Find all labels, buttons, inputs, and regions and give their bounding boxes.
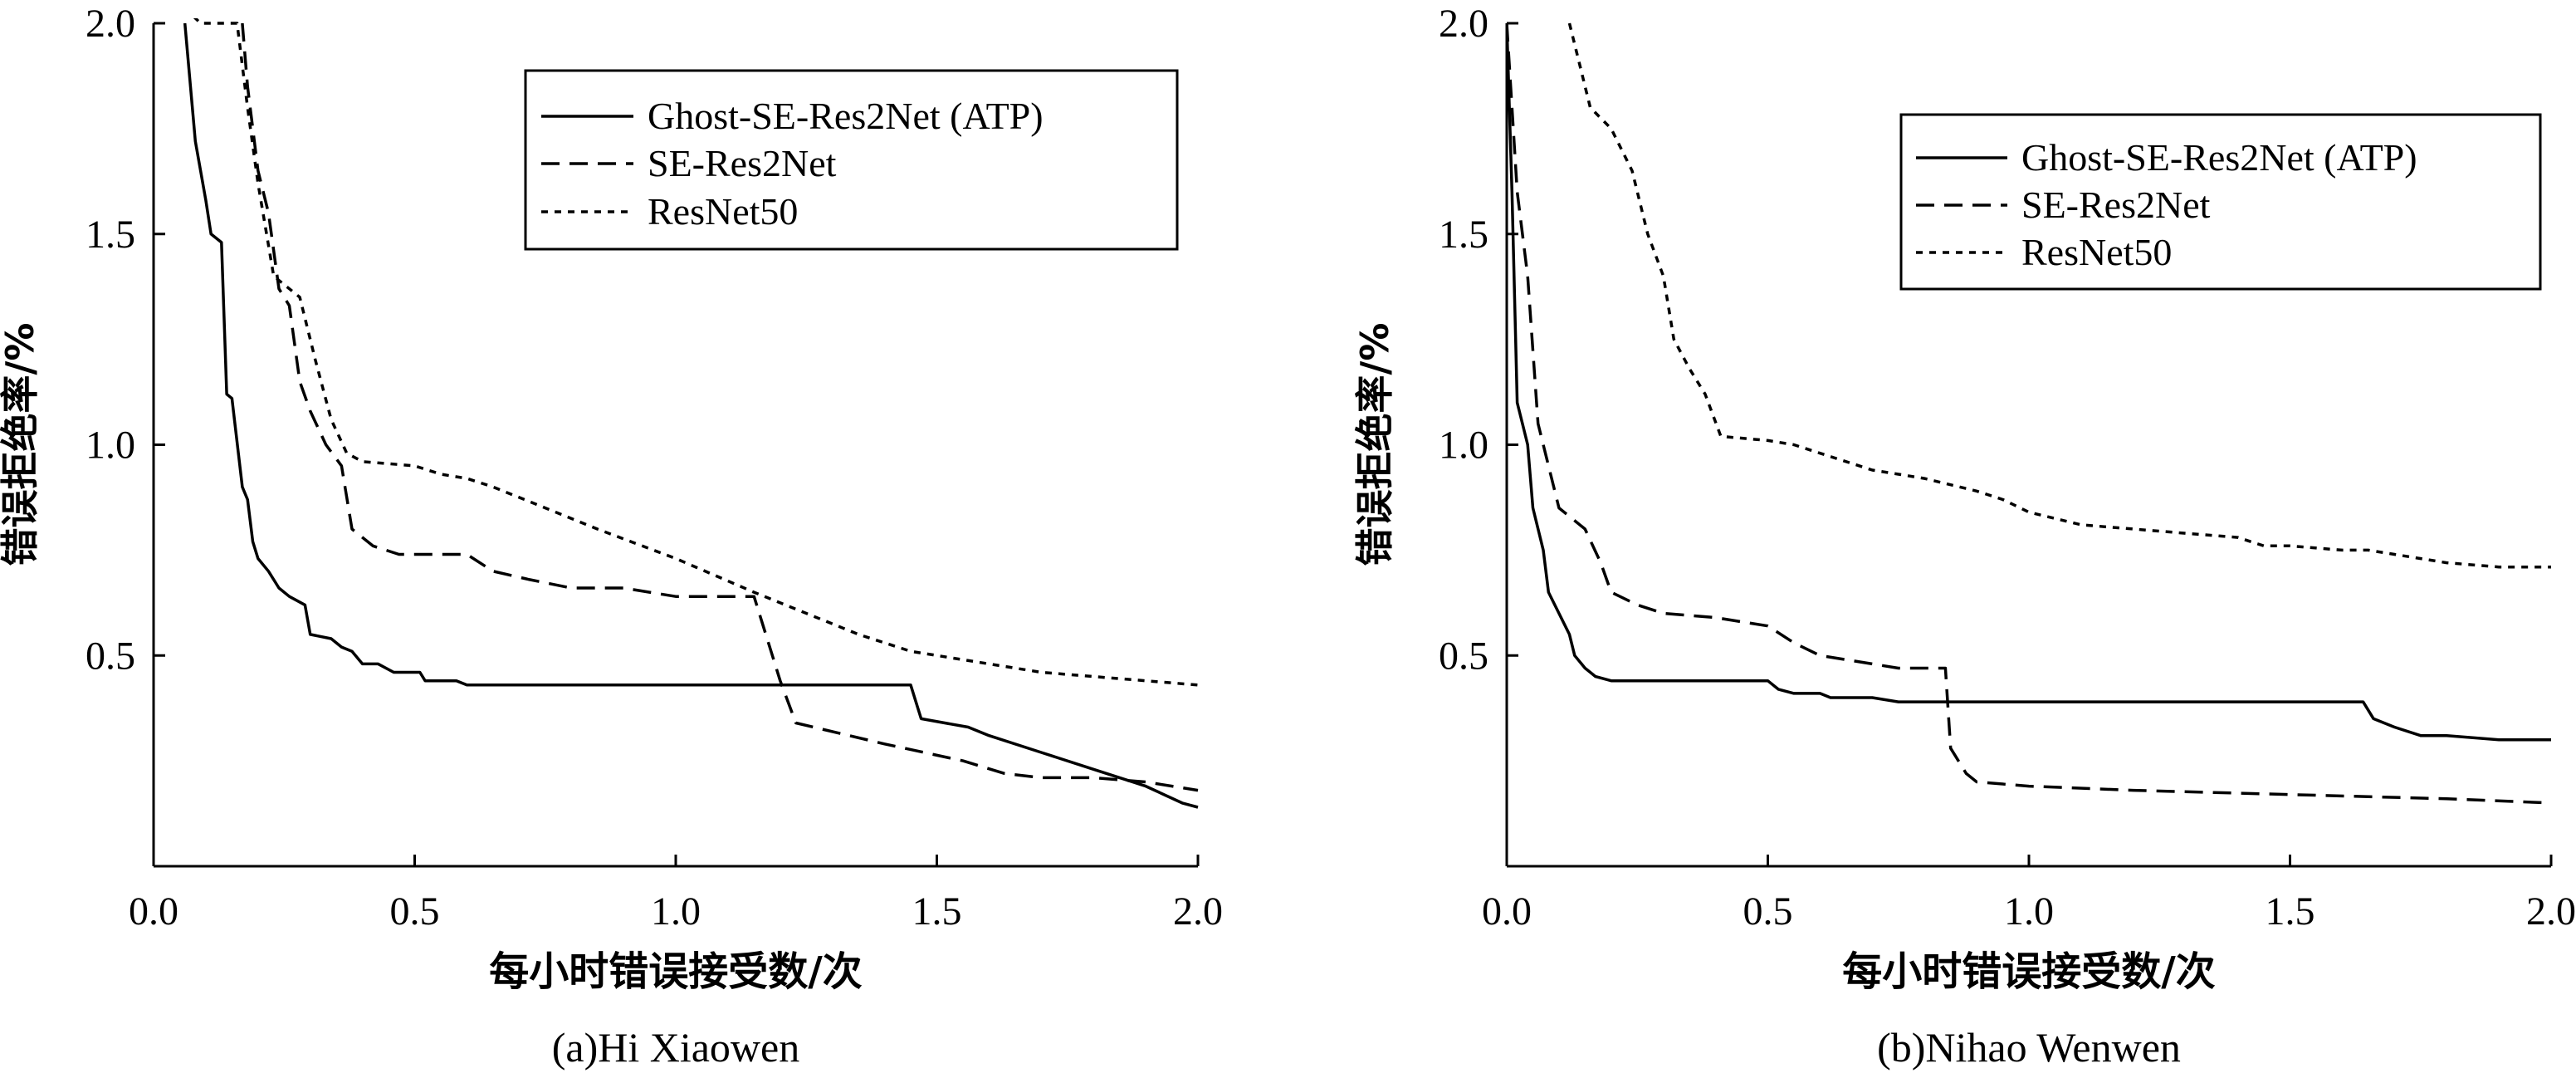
x-tick-label: 0.5 <box>390 889 440 933</box>
series-line-solid <box>1507 22 2551 742</box>
series-line-dashed <box>241 22 1199 792</box>
x-tick-label: 2.0 <box>1173 889 1223 933</box>
y-tick-label: 2.0 <box>1439 2 1488 46</box>
plot-area <box>1507 22 2552 805</box>
x-tick-label: 1.5 <box>2266 889 2315 933</box>
y-tick-label: 0.5 <box>1439 634 1488 678</box>
panel-caption: (b)Nihao Wenwen <box>1877 1024 2181 1071</box>
legend-entry-label: ResNet50 <box>2021 231 2172 273</box>
x-tick-label: 1.0 <box>651 889 701 933</box>
x-tick-label: 1.5 <box>912 889 962 933</box>
chart-panel-2: 0.0 0.5 1.0 1.5 2.0 0.5 1.0 1.5 2.0 每小时错误接受数/次 错误拒… <box>1352 2 2576 1071</box>
legend-box <box>524 69 1179 251</box>
x-tick-label: 0.5 <box>1743 889 1793 933</box>
y-tick-label: 0.5 <box>86 634 135 678</box>
y-tick-label: 1.5 <box>86 213 135 257</box>
y-tick-label: 1.0 <box>1439 424 1488 468</box>
chart-panel-1: 0.0 0.5 1.0 1.5 2.0 0.5 1.0 1.5 2.0 每小时错误接受数/次 错误拒… <box>0 2 1223 1071</box>
x-axis-title: 每小时错误接受数/次 <box>1842 948 2216 995</box>
x-axis-title: 每小时错误接受数/次 <box>489 948 863 995</box>
x-tick-label: 0.0 <box>1482 889 1532 933</box>
legend: Ghost-SE-Res2Net (ATP) SE-Res2Net ResNet50 <box>1899 113 2542 291</box>
series-line-dotted <box>1567 22 2551 569</box>
y-tick-label: 1.0 <box>86 424 135 468</box>
legend-entry-label: SE-Res2Net <box>648 142 837 184</box>
plot-area <box>183 18 1199 809</box>
y-tick-label: 1.5 <box>1439 213 1488 257</box>
y-tick-label: 2.0 <box>86 2 135 46</box>
y-axis-title: 错误拒绝率/% <box>1352 323 1397 566</box>
x-tick-label: 2.0 <box>2526 889 2576 933</box>
x-tick-label: 0.0 <box>129 889 178 933</box>
y-axis-title: 错误拒绝率/% <box>0 323 42 566</box>
series-line-solid <box>183 22 1199 809</box>
legend-entry-label: Ghost-SE-Res2Net (ATP) <box>648 95 1044 137</box>
panel-caption: (a)Hi Xiaowen <box>552 1024 800 1071</box>
series-line-dotted <box>193 18 1199 687</box>
legend-box <box>1899 113 2542 291</box>
legend-entry-label: Ghost-SE-Res2Net (ATP) <box>2021 136 2417 179</box>
series-line-dashed <box>1507 22 2552 805</box>
legend-entry-label: SE-Res2Net <box>2021 184 2211 226</box>
x-tick-label: 1.0 <box>2004 889 2054 933</box>
legend-entry-label: ResNet50 <box>648 190 798 233</box>
legend: Ghost-SE-Res2Net (ATP) SE-Res2Net ResNet50 <box>524 69 1179 251</box>
